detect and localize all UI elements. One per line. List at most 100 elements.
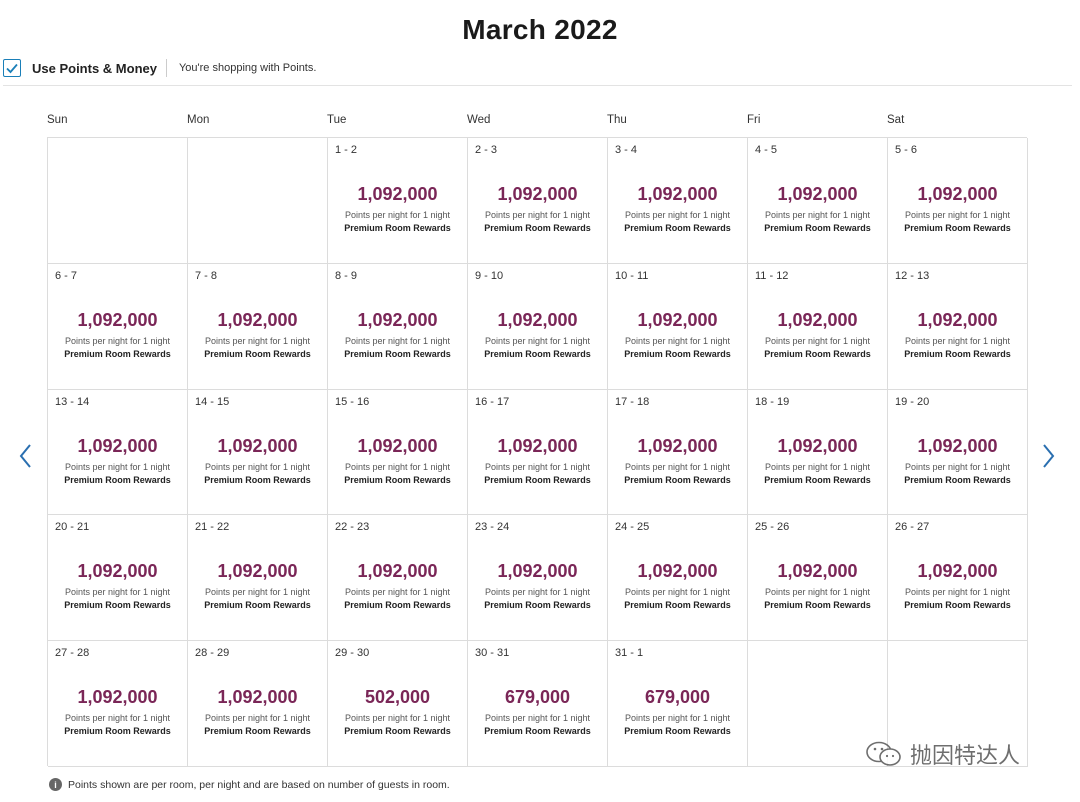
calendar-day-cell[interactable]: 18 - 19 1,092,000 Points per night for 1 n… xyxy=(748,389,888,516)
calendar-points-value: 1,092,000 xyxy=(497,309,578,330)
calendar-day-cell[interactable]: 11 - 12 1,092,000 Points per night for 1 n… xyxy=(748,263,888,390)
calendar-points-caption: Points per night for 1 night xyxy=(624,210,731,220)
calendar-points-value: 1,092,000 xyxy=(777,184,858,204)
calendar-day-cell[interactable]: 5 - 6 1,092,000 Points per night for 1 nig… xyxy=(888,138,1028,264)
calendar-date-range: 25 - 26 xyxy=(755,521,790,534)
points-money-checkbox[interactable] xyxy=(3,59,21,77)
calendar-rate-type: Premium Room Rewards xyxy=(204,348,311,359)
calendar-points-caption: Points per night for 1 night xyxy=(64,713,171,724)
calendar-rate-type: Premium Room Rewards xyxy=(344,474,451,485)
calendar-day-cell[interactable]: 25 - 26 1,092,000 Points per night for 1 n… xyxy=(748,515,888,642)
calendar-points-caption: Points per night for 1 night xyxy=(344,210,451,220)
weekday-label: Thu xyxy=(607,114,627,126)
calendar-points-caption: Points per night for 1 night xyxy=(484,461,591,472)
calendar-points-value: 1,092,000 xyxy=(77,561,158,582)
calendar-day-cell[interactable]: 28 - 29 1,092,000 Points per night for 1 n… xyxy=(188,641,328,767)
calendar-points-caption: Points per night for 1 night xyxy=(624,713,731,724)
calendar-points-caption: Points per night for 1 night xyxy=(904,461,1011,472)
calendar-rate-type: Premium Room Rewards xyxy=(764,223,871,233)
calendar-day-cell[interactable]: 7 - 8 1,092,000 Points per night for 1 nig… xyxy=(188,263,328,390)
calendar-points-caption: Points per night for 1 night xyxy=(624,587,731,598)
calendar-rate-type: Premium Room Rewards xyxy=(64,726,171,737)
calendar-day-cell[interactable]: 15 - 16 1,092,000 Points per night for 1 n… xyxy=(328,389,468,516)
calendar-date-range: 17 - 18 xyxy=(615,395,650,408)
calendar-date-range: 9 - 10 xyxy=(475,269,504,282)
calendar-rate-type: Premium Room Rewards xyxy=(484,474,591,485)
weekday-label: Wed xyxy=(467,114,491,126)
calendar-day-cell[interactable]: 17 - 18 1,092,000 Points per night for 1 n… xyxy=(608,389,748,516)
calendar-day-cell[interactable]: 27 - 28 1,092,000 Points per night for 1 n… xyxy=(48,641,188,767)
calendar-points-caption: Points per night for 1 night xyxy=(904,587,1011,598)
next-month-button[interactable] xyxy=(1040,443,1056,469)
calendar-points-value: 1,092,000 xyxy=(917,184,998,204)
calendar-rate-type: Premium Room Rewards xyxy=(764,474,871,485)
calendar-points-value: 1,092,000 xyxy=(217,309,298,330)
calendar-day-cell[interactable]: 1 - 2 1,092,000 Points per night for 1 nig… xyxy=(328,138,468,264)
calendar-day-cell[interactable]: 23 - 24 1,092,000 Points per night for 1 n… xyxy=(468,515,608,642)
calendar-points-caption: Points per night for 1 night xyxy=(204,587,311,598)
calendar-day-cell[interactable]: 29 - 30 502,000 Points per night for 1 nig… xyxy=(328,641,468,767)
calendar-points-value: 1,092,000 xyxy=(917,435,998,456)
calendar-day-cell[interactable]: 31 - 1 679,000 Points per night for 1 nigh… xyxy=(608,641,748,767)
calendar-day-cell[interactable]: 12 - 13 1,092,000 Points per night for 1 n… xyxy=(888,263,1028,390)
shopping-mode-text: You're shopping with Points. xyxy=(178,62,317,74)
calendar-day-cell[interactable]: 4 - 5 1,092,000 Points per night for 1 nig… xyxy=(748,138,888,264)
calendar-day-cell[interactable]: 24 - 25 1,092,000 Points per night for 1 n… xyxy=(608,515,748,642)
calendar-rate-type: Premium Room Rewards xyxy=(64,474,171,485)
page-title: March 2022 xyxy=(462,14,618,45)
calendar-points-caption: Points per night for 1 night xyxy=(344,461,451,472)
calendar-rate-type: Premium Room Rewards xyxy=(204,600,311,611)
calendar-day-cell[interactable]: 14 - 15 1,092,000 Points per night for 1 n… xyxy=(188,389,328,516)
calendar-points-value: 1,092,000 xyxy=(497,184,578,204)
calendar-rate-type: Premium Room Rewards xyxy=(624,474,731,485)
calendar-rate-type: Premium Room Rewards xyxy=(484,223,591,233)
calendar-date-range: 3 - 4 xyxy=(615,144,638,156)
calendar-day-cell[interactable]: 13 - 14 1,092,000 Points per night for 1 n… xyxy=(48,389,188,516)
calendar-date-range: 15 - 16 xyxy=(335,395,370,408)
calendar-day-cell[interactable]: 9 - 10 1,092,000 Points per night for 1 ni… xyxy=(468,263,608,390)
calendar-points-value: 1,092,000 xyxy=(77,309,158,330)
calendar-day-cell[interactable]: 3 - 4 1,092,000 Points per night for 1 nig… xyxy=(608,138,748,264)
calendar-date-range: 20 - 21 xyxy=(55,521,90,534)
calendar-points-caption: Points per night for 1 night xyxy=(64,587,171,598)
toolbar-divider xyxy=(165,59,167,77)
calendar-day-cell[interactable]: 21 - 22 1,092,000 Points per night for 1 n… xyxy=(188,515,328,642)
calendar-points-caption: Points per night for 1 night xyxy=(344,587,451,598)
calendar-points-value: 1,092,000 xyxy=(777,561,858,582)
calendar-date-range: 19 - 20 xyxy=(895,395,930,408)
calendar-day-cell[interactable]: 26 - 27 1,092,000 Points per night for 1 n… xyxy=(888,515,1028,642)
calendar-day-cell[interactable]: 2 - 3 1,092,000 Points per night for 1 nig… xyxy=(468,138,608,264)
calendar-points-caption: Points per night for 1 night xyxy=(904,210,1011,220)
calendar-points-value: 1,092,000 xyxy=(917,561,998,582)
calendar-date-range: 31 - 1 xyxy=(615,647,644,660)
calendar-day-cell[interactable]: 22 - 23 1,092,000 Points per night for 1 n… xyxy=(328,515,468,642)
calendar-date-range: 23 - 24 xyxy=(475,521,510,534)
calendar-points-caption: Points per night for 1 night xyxy=(764,335,871,346)
chevron-left-icon xyxy=(19,444,31,468)
calendar-rate-type: Premium Room Rewards xyxy=(484,600,591,611)
calendar-day-cell[interactable]: 10 - 11 1,092,000 Points per night for 1 n… xyxy=(608,263,748,390)
calendar-day-cell[interactable]: 6 - 7 1,092,000 Points per night for 1 nig… xyxy=(48,263,188,390)
weekday-label: Sat xyxy=(887,114,905,126)
prev-month-button[interactable] xyxy=(18,443,34,469)
calendar-rate-type: Premium Room Rewards xyxy=(204,474,311,485)
calendar-points-caption: Points per night for 1 night xyxy=(64,335,171,346)
calendar-points-value: 1,092,000 xyxy=(217,561,298,582)
calendar-day-cell[interactable]: 20 - 21 1,092,000 Points per night for 1 n… xyxy=(48,515,188,642)
header-divider xyxy=(3,85,1072,86)
calendar-points-caption: Points per night for 1 night xyxy=(904,335,1011,346)
calendar-day-cell[interactable]: 8 - 9 1,092,000 Points per night for 1 nig… xyxy=(328,263,468,390)
calendar-date-range: 16 - 17 xyxy=(475,395,510,408)
calendar-rate-type: Premium Room Rewards xyxy=(904,600,1011,611)
calendar-date-range: 11 - 12 xyxy=(755,269,789,282)
calendar-day-cell[interactable]: 16 - 17 1,092,000 Points per night for 1 n… xyxy=(468,389,608,516)
points-money-label[interactable]: Use Points & Money xyxy=(32,60,157,76)
calendar-day-cell[interactable]: 19 - 20 1,092,000 Points per night for 1 n… xyxy=(888,389,1028,516)
calendar-day-cell[interactable]: 30 - 31 679,000 Points per night for 1 nig… xyxy=(468,641,608,767)
calendar-date-range: 24 - 25 xyxy=(615,521,650,534)
calendar-date-range: 27 - 28 xyxy=(55,647,90,660)
calendar-rate-type: Premium Room Rewards xyxy=(764,348,871,359)
calendar-empty-cell xyxy=(748,641,888,767)
calendar-points-value: 1,092,000 xyxy=(357,309,438,330)
calendar-date-range: 29 - 30 xyxy=(335,647,370,660)
